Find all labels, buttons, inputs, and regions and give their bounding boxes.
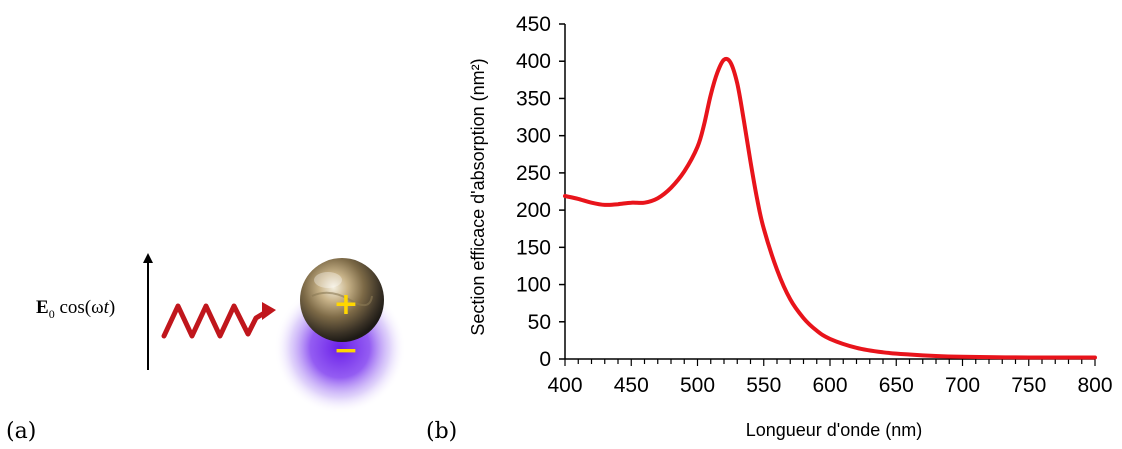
y-tick-label: 50 xyxy=(528,311,551,334)
y-tick-label: 400 xyxy=(516,50,551,73)
x-axis-title: Longueur d'onde (nm) xyxy=(746,420,923,440)
wave-arrow-head-icon xyxy=(262,302,276,320)
x-tick-label: 500 xyxy=(680,374,715,397)
chart-axes xyxy=(564,24,1095,360)
y-tick-label: 100 xyxy=(516,274,551,297)
x-tick-label: 650 xyxy=(879,374,914,397)
absorption-chart: 0 50 100 150 200 250 300 350 400 450 400 450 500 550 6… xyxy=(468,13,1113,440)
panel-b-label: (b) xyxy=(426,419,458,444)
x-tick-label: 450 xyxy=(614,374,649,397)
panel-b: 0 50 100 150 200 250 300 350 400 450 400 450 500 550 6… xyxy=(426,0,1122,449)
wave-icon xyxy=(161,303,269,339)
x-tick-label: 400 xyxy=(547,374,582,397)
y-tick-label: 450 xyxy=(516,13,551,36)
y-tick-label: 250 xyxy=(516,162,551,185)
y-tick-label: 0 xyxy=(539,348,551,371)
negative-charge: − xyxy=(333,333,358,368)
y-tick-label: 200 xyxy=(516,199,551,222)
y-tick-label: 300 xyxy=(516,125,551,148)
x-tick-label: 550 xyxy=(746,374,781,397)
x-tick-label: 700 xyxy=(945,374,980,397)
panel-a: + − E0 cos(ωt) (a) xyxy=(0,0,440,449)
panel-a-illustration: + − xyxy=(143,253,406,414)
x-tick-label: 750 xyxy=(1011,374,1046,397)
panel-a-label: (a) xyxy=(6,419,37,444)
absorption-curve xyxy=(563,56,1097,360)
positive-charge: + xyxy=(333,287,358,322)
x-tick-label: 800 xyxy=(1077,374,1112,397)
y-tick-label: 150 xyxy=(516,236,551,259)
x-tick-label: 600 xyxy=(812,374,847,397)
y-tick-label: 350 xyxy=(516,87,551,110)
field-arrow-head-icon xyxy=(143,253,153,263)
field-expression: E0 cos(ωt) xyxy=(36,297,116,321)
nanoparticle-sphere xyxy=(300,258,384,342)
y-axis-title: Section efficace d'absorption (nm²) xyxy=(468,58,488,335)
